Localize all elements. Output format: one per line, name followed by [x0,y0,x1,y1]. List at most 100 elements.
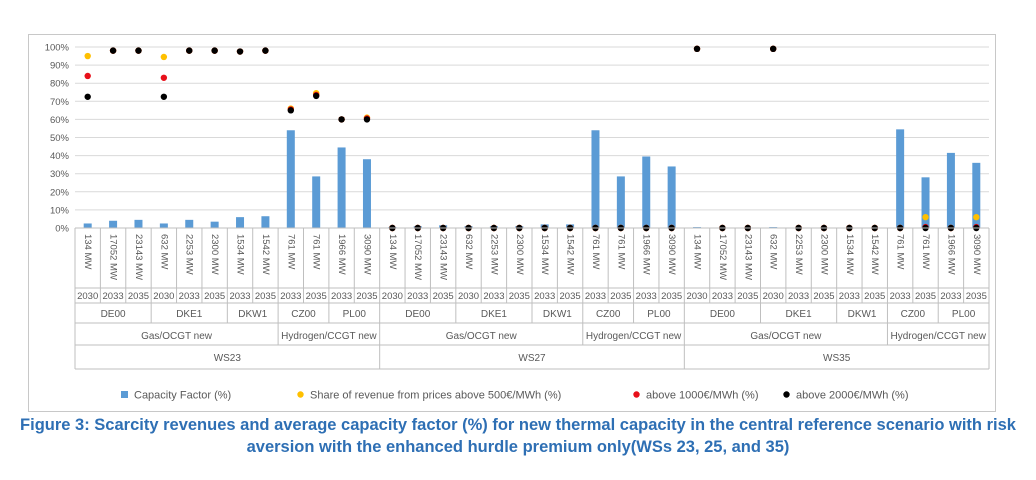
point-above-1000 [84,72,91,80]
x-tick-label-capacity: 761 MW [311,234,322,269]
x-tick-label-year: 2030 [686,291,707,302]
point-above-2000 [84,93,91,100]
point-above-1000 [160,74,168,81]
technology-label: Hydrogen/CCGT new [586,331,682,342]
zone-label: CZ00 [291,309,316,320]
bar-capacity-factor [616,176,625,228]
legend-swatch-capacity-factor [121,391,128,398]
x-tick-label-capacity: 1534 MW [235,234,246,275]
legend-swatch-point [297,391,304,398]
x-tick-label-year: 2035 [560,291,581,302]
bar-capacity-factor [362,159,371,228]
x-tick-label-year: 2030 [77,291,98,302]
point-above-2000 [186,47,193,54]
point-share-500 [973,213,980,221]
x-tick-label-year: 2035 [204,291,225,302]
x-tick-label-capacity: 632 MW [463,234,474,269]
x-tick-label-year: 2035 [356,291,377,302]
bar-capacity-factor [134,219,143,228]
x-tick-label-year: 2033 [712,291,733,302]
x-tick-label-capacity: 2253 MW [488,234,499,275]
x-tick-label-year: 2033 [585,291,606,302]
x-tick-label-year: 2035 [864,291,885,302]
bar-capacity-factor [159,223,168,228]
y-tick-label: 80% [50,79,70,90]
x-tick-label-capacity: 761 MW [920,234,931,269]
x-tick-label-year: 2033 [229,291,250,302]
point-above-2000 [236,48,244,55]
point-above-2000 [312,92,320,100]
x-tick-label-capacity: 761 MW [285,234,296,269]
y-tick-label: 100% [45,43,70,54]
x-tick-label-year: 2030 [382,291,403,302]
x-tick-label-year: 2033 [940,291,961,302]
zone-label: DKW1 [848,309,877,320]
legend-label: above 1000€/MWh (%) [646,390,759,402]
x-tick-label-year: 2033 [534,291,555,302]
x-tick-label-capacity: 1966 MW [336,234,347,275]
technology-label: Hydrogen/CCGT new [281,331,377,342]
y-tick-label: 40% [50,151,70,162]
y-tick-label: 10% [50,205,70,216]
point-share-500 [160,53,168,61]
point-above-2000 [693,45,701,53]
x-tick-label-capacity: 761 MW [615,234,626,269]
bar-capacity-factor [972,162,981,228]
bar-capacity-factor [946,152,955,228]
technology-label: Gas/OCGT new [141,331,213,342]
x-tick-label-capacity: 632 MW [768,234,779,269]
x-tick-label-year: 2030 [763,291,784,302]
zone-label: DE00 [710,309,735,320]
legend-label: above 2000€/MWh (%) [796,390,909,402]
x-tick-label-year: 2035 [433,291,454,302]
x-tick-label-capacity: 134 MW [82,234,93,269]
zone-label: DKE1 [786,309,813,320]
zone-label: DKW1 [238,309,267,320]
x-tick-label-capacity: 23143 MW [742,234,753,280]
bar-capacity-factor [667,166,676,228]
bar-capacity-factor [312,176,321,228]
x-tick-label-year: 2033 [103,291,124,302]
x-tick-label-capacity: 1966 MW [641,234,652,275]
scenario-label: WS23 [214,353,242,364]
x-tick-label-year: 2033 [407,291,428,302]
point-above-2000 [160,93,168,100]
legend-swatch-point [783,391,790,398]
x-tick-label-year: 2035 [509,291,530,302]
scenario-label: WS35 [823,353,851,364]
x-tick-label-capacity: 134 MW [692,234,703,269]
bar-capacity-factor [337,147,346,228]
x-tick-label-capacity: 2300 MW [514,234,525,275]
x-tick-label-capacity: 3090 MW [361,234,372,275]
x-tick-label-capacity: 17052 MW [108,234,119,280]
zone-label: DKW1 [543,309,572,320]
technology-label: Hydrogen/CCGT new [891,331,987,342]
x-tick-label-capacity: 1534 MW [844,234,855,275]
bar-capacity-factor [921,177,930,228]
point-above-2000 [769,45,777,53]
zone-label: CZ00 [901,309,926,320]
technology-label: Gas/OCGT new [750,331,822,342]
x-tick-label-year: 2035 [128,291,149,302]
x-tick-label-year: 2035 [915,291,936,302]
x-tick-label-capacity: 17052 MW [412,234,423,280]
legend-swatch-point [633,391,640,398]
legend-label: Share of revenue from prices above 500€/… [310,390,561,402]
x-tick-label-year: 2033 [890,291,911,302]
x-tick-label-capacity: 2253 MW [184,234,195,275]
x-tick-label-capacity: 3090 MW [971,234,982,275]
zone-label: DE00 [405,309,430,320]
x-tick-label-capacity: 1542 MW [869,234,880,275]
x-tick-label-year: 2035 [813,291,834,302]
y-tick-label: 50% [50,133,70,144]
x-tick-label-year: 2033 [636,291,657,302]
bar-capacity-factor [591,130,600,228]
x-tick-label-year: 2033 [839,291,860,302]
point-above-2000 [135,47,142,54]
scenario-label: WS27 [518,353,546,364]
x-tick-label-year: 2035 [610,291,631,302]
x-tick-label-year: 2035 [966,291,987,302]
bar-capacity-factor [83,223,92,228]
point-above-2000 [287,107,295,114]
x-tick-label-capacity: 23143 MW [438,234,449,280]
